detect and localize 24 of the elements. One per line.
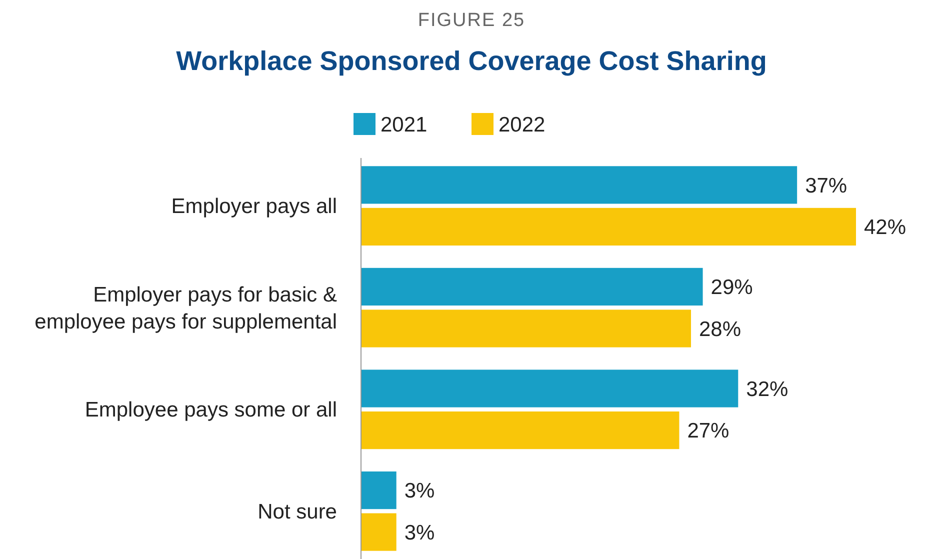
bar	[361, 370, 738, 408]
bar	[361, 411, 680, 450]
data-label: 28%	[699, 318, 742, 341]
data-label: 3%	[404, 521, 435, 544]
y-tick-label: Not sure	[258, 500, 337, 524]
bar	[361, 310, 691, 348]
y-tick-label: Employer pays for basic & employee pays for supplemental	[34, 283, 337, 334]
bar	[361, 513, 396, 551]
legend-label: 2021	[380, 113, 428, 136]
bar	[361, 268, 703, 306]
caption: FIGURE 25	[418, 10, 526, 31]
bar	[361, 166, 798, 204]
y-tick-label: Employee pays some or all	[84, 398, 337, 422]
data-label: 42%	[864, 216, 906, 240]
data-label: 27%	[687, 420, 730, 443]
bar	[361, 471, 396, 510]
data-label: 3%	[404, 480, 435, 503]
data-label: 37%	[805, 174, 848, 198]
data-label: 29%	[710, 276, 753, 300]
data-label: 32%	[746, 378, 788, 401]
y-tick-label: Employer pays all	[171, 195, 337, 218]
legend-label: 2022	[498, 113, 546, 136]
bar	[361, 208, 856, 246]
chart-title: Workplace Sponsored Coverage Cost Sharing	[176, 46, 767, 76]
